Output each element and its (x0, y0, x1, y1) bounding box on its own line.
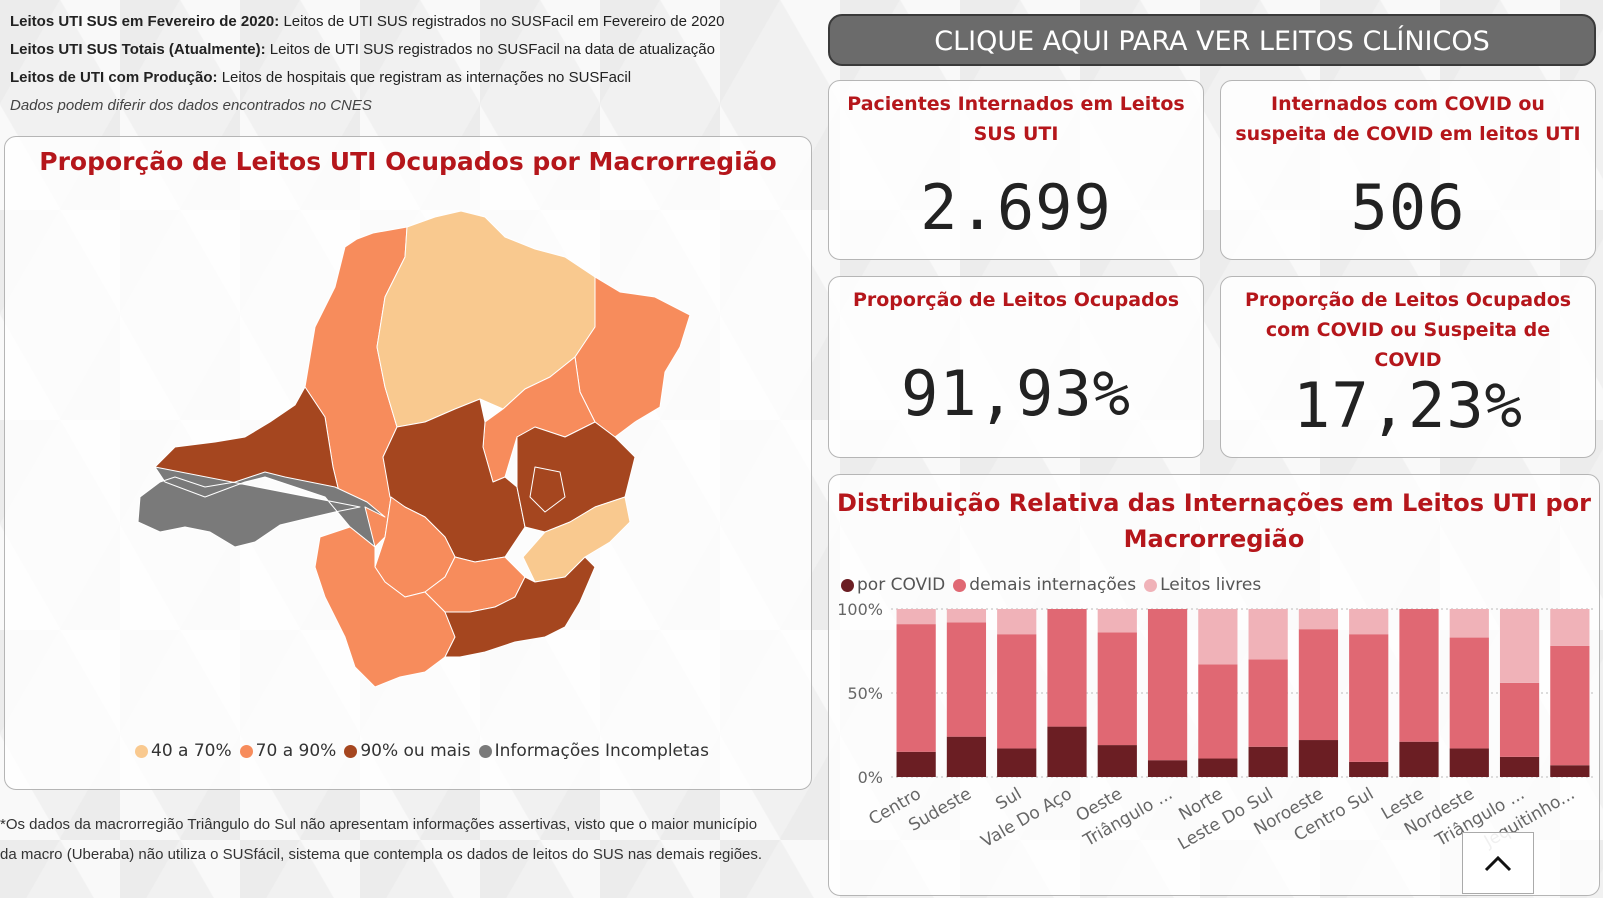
bar-segment[interactable] (1499, 609, 1540, 683)
bar-segment[interactable] (1147, 760, 1188, 777)
chart-legend: por COVID demais internações Leitos livr… (841, 575, 1261, 595)
region-triangulo-sul (137, 466, 386, 548)
card-value: 91,93% (901, 357, 1131, 430)
bar-segment[interactable] (1449, 748, 1489, 777)
chart-title: Distribuição Relativa das Internações em… (836, 489, 1592, 553)
y-tick-label: 100% (837, 600, 883, 619)
card-patients-icu: Pacientes Internados em Leitos SUS UTI 2… (828, 80, 1204, 260)
card-title: Proporção de Leitos Ocupados (852, 289, 1180, 311)
card-title: Pacientes Internados em Leitos SUS UTI (847, 93, 1185, 145)
card-covid-icu: Internados com COVID ou suspeita de COVI… (1220, 80, 1596, 260)
bar-segment[interactable] (1198, 609, 1238, 665)
bar-segment[interactable] (1399, 609, 1439, 742)
bar-segment[interactable] (1349, 634, 1389, 762)
footnote-line: da macro (Uberaba) não utiliza o SUSfáci… (0, 846, 763, 863)
legend-dot (239, 744, 253, 758)
notes-block: Leitos UTI SUS em Fevereiro de 2020: Lei… (10, 8, 724, 120)
chevron-up-icon (1484, 855, 1512, 872)
bar-segment[interactable] (1097, 745, 1137, 777)
y-tick-label: 50% (847, 684, 883, 703)
map-title: Proporção de Leitos UTI Ocupados por Mac… (39, 147, 777, 176)
bar-segment[interactable] (1349, 761, 1389, 777)
scroll-up-button[interactable] (1462, 832, 1534, 894)
bar-segment[interactable] (1248, 659, 1288, 747)
bar-segment[interactable] (1499, 682, 1540, 757)
legend-dot (953, 578, 967, 592)
bar-segment[interactable] (1499, 756, 1540, 777)
note-line: Leitos de UTI com Produção: Leitos de ho… (10, 69, 632, 86)
legend-dot (841, 578, 854, 592)
bar-segment[interactable] (1298, 609, 1339, 630)
note-line: Leitos UTI SUS Totais (Atualmente): Leit… (10, 41, 715, 58)
map-panel: Proporção de Leitos UTI Ocupados por Mac… (4, 136, 812, 790)
bar-segment[interactable] (1298, 740, 1339, 777)
note-line: Leitos UTI SUS em Fevereiro de 2020: Lei… (10, 13, 725, 30)
bar-segment[interactable] (1198, 664, 1238, 759)
note-disclaimer: Dados podem diferir dos dados encontrado… (10, 97, 372, 114)
footnote: *Os dados da macrorregião Triângulo do S… (0, 810, 762, 870)
card-covid-occupancy: Proporção de Leitos Ocupados com COVID o… (1220, 276, 1596, 458)
bar-segment[interactable] (1449, 609, 1489, 638)
card-value: 2.699 (920, 171, 1112, 244)
bar-segment[interactable] (1248, 746, 1288, 777)
bar-segment[interactable] (1298, 629, 1339, 741)
view-clinical-beds-button[interactable]: CLIQUE AQUI PARA VER LEITOS CLÍNICOS (828, 14, 1596, 66)
card-occupancy: Proporção de Leitos Ocupados 91,93% (828, 276, 1204, 458)
legend-item[interactable]: Leitos livres (1144, 575, 1261, 595)
legend-item[interactable]: Informações Incompletas (478, 741, 709, 761)
legend-item[interactable]: por COVID (841, 575, 945, 595)
bar-segment[interactable] (1147, 609, 1188, 761)
bar-segment[interactable] (946, 622, 987, 737)
region-sudeste[interactable] (444, 556, 596, 658)
bar-segment[interactable] (896, 751, 936, 777)
footnote-line: *Os dados da macrorregião Triângulo do S… (0, 816, 758, 833)
bar-segment[interactable] (1248, 609, 1288, 660)
bar-segment[interactable] (1198, 758, 1238, 777)
x-tick-label: Vale Do Aço (978, 784, 1076, 852)
bar-segment[interactable] (896, 609, 936, 625)
bar-segment[interactable] (997, 634, 1037, 749)
bar-segment[interactable] (997, 748, 1037, 777)
bar-segment[interactable] (896, 624, 936, 752)
y-tick-label: 0% (858, 768, 883, 787)
bar-segment[interactable] (1550, 765, 1590, 777)
bar-segment[interactable] (946, 609, 987, 623)
bar-segment[interactable] (1097, 609, 1137, 633)
bar-segment[interactable] (1047, 609, 1087, 727)
bar-segment[interactable] (997, 609, 1037, 635)
legend-item[interactable]: 40 a 70% (135, 741, 232, 761)
bar-segment[interactable] (1097, 632, 1137, 746)
bar-segment[interactable] (1449, 637, 1489, 749)
card-value: 506 (1350, 171, 1466, 244)
map-legend: 40 a 70% 70 a 90% 90% ou mais Informaçõe… (135, 741, 709, 761)
bar-segment[interactable] (1399, 741, 1439, 777)
bar-segment[interactable] (1047, 726, 1087, 777)
legend-dot (1144, 578, 1158, 592)
bar-segment[interactable] (1550, 645, 1590, 766)
legend-dot (478, 744, 492, 758)
legend-item[interactable]: 90% ou mais (344, 741, 471, 761)
legend-dot (135, 744, 148, 758)
bar-segment[interactable] (1550, 609, 1590, 646)
macroregion-map (137, 210, 691, 688)
bar-segment[interactable] (1349, 609, 1389, 635)
legend-item[interactable]: 70 a 90% (239, 741, 336, 761)
card-title: Proporção de Leitos Ocupados com COVID o… (1244, 289, 1572, 371)
legend-dot (344, 744, 358, 758)
card-title: Internados com COVID ou suspeita de COVI… (1235, 93, 1581, 145)
card-value: 17,23% (1293, 369, 1523, 442)
legend-item[interactable]: demais internações (953, 575, 1136, 595)
bar-segment[interactable] (946, 736, 987, 777)
region-vale-do-aco[interactable] (529, 466, 566, 513)
